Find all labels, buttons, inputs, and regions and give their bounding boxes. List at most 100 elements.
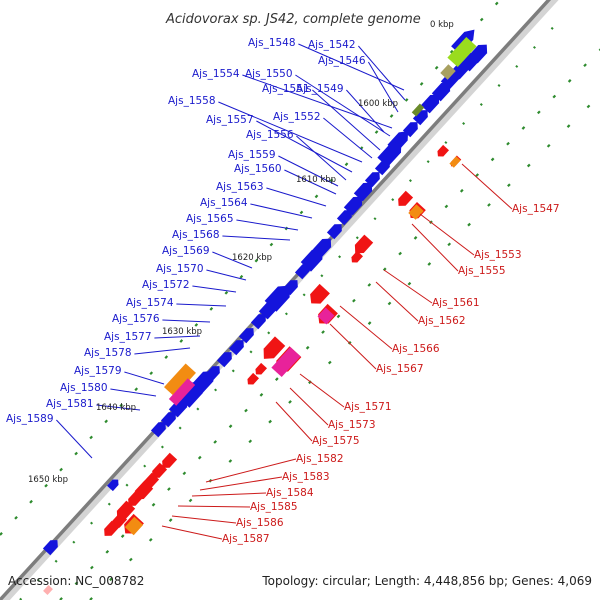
forward-gene-label[interactable]: Ajs_1554 [192,68,240,80]
reverse-leader-line [199,476,283,491]
forward-leader-line [176,303,227,307]
inner-track-tick [583,63,587,68]
reverse-gene-label[interactable]: Ajs_1561 [432,297,480,309]
rna-feature[interactable] [447,36,477,68]
reverse-gene-label[interactable]: Ajs_1587 [222,533,270,545]
far-track-tick [447,242,452,247]
reverse-gene-feature[interactable] [435,144,450,159]
reverse-gene-feature[interactable] [349,250,364,265]
forward-gene-label[interactable]: Ajs_1579 [74,365,122,377]
gene-labels: Ajs_1548 Ajs_1542 Ajs_1546 Ajs_1554 Ajs_1550… [6,37,560,545]
reverse-gene-feature[interactable] [149,462,168,482]
forward-gene-label[interactable]: Ajs_1577 [104,331,152,343]
pseudo-feature[interactable] [164,363,196,397]
misc-feature[interactable] [411,103,425,117]
pseudo-feature[interactable] [124,516,144,536]
misc-feature[interactable] [440,64,456,80]
reverse-gene-label[interactable]: Ajs_1553 [474,249,522,261]
pseudo-feature[interactable] [408,204,424,220]
inner-track-tick [151,502,156,507]
forward-gene-label[interactable]: Ajs_1558 [168,95,216,107]
forward-gene-label[interactable]: Ajs_1574 [126,297,174,309]
reverse-gene-label[interactable]: Ajs_1582 [296,453,344,465]
reverse-gene-feature[interactable] [259,336,286,363]
reverse-gene-label[interactable]: Ajs_1586 [236,517,284,529]
reverse-gene-label[interactable]: Ajs_1566 [392,343,440,355]
forward-gene-label[interactable]: Ajs_1550 [245,68,293,80]
forward-gene-label[interactable]: Ajs_1572 [142,279,190,291]
forward-gene-label[interactable]: Ajs_1557 [206,114,254,126]
mid-track-tick [143,464,147,468]
inner-track-tick [213,440,218,444]
forward-gene-feature[interactable] [420,91,443,114]
forward-gene-feature[interactable] [228,337,247,356]
mid-track-tick [214,388,218,392]
reverse-gene-label[interactable]: Ajs_1573 [328,419,376,431]
forward-gene-label[interactable]: Ajs_1563 [216,181,264,193]
forward-gene-label[interactable]: Ajs_1556 [246,129,294,141]
forward-gene-feature[interactable] [150,419,169,438]
reverse-gene-feature[interactable] [109,512,128,532]
reverse-gene-feature[interactable] [101,520,120,540]
reverse-gene-feature[interactable] [351,234,374,258]
reverse-gene-feature[interactable] [395,190,414,210]
reverse-gene-label[interactable]: Ajs_1571 [344,401,392,413]
pseudo-feature[interactable] [271,346,301,378]
reverse-gene-feature[interactable] [253,362,268,377]
pseudo-feature[interactable] [168,378,196,406]
forward-gene-feature[interactable] [250,311,269,330]
forward-gene-feature[interactable] [238,325,257,344]
forward-gene-label[interactable]: Ajs_1569 [162,245,210,257]
mid-track-tick [391,198,395,202]
forward-gene-feature[interactable] [216,349,235,368]
forward-gene-label[interactable]: Ajs_1568 [172,229,220,241]
reverse-gene-label[interactable]: Ajs_1567 [376,363,424,375]
reverse-gene-feature[interactable] [245,372,260,387]
reverse-gene-label[interactable]: Ajs_1562 [418,315,466,327]
reverse-gene-feature[interactable] [306,283,330,308]
reverse-gene-label[interactable]: Ajs_1555 [458,265,506,277]
reverse-gene-feature[interactable] [125,490,144,510]
outer-track-tick [104,419,109,424]
forward-gene-label[interactable]: Ajs_1549 [296,83,344,95]
forward-gene-label[interactable]: Ajs_1578 [84,347,132,359]
forward-gene-label[interactable]: Ajs_1581 [46,398,94,410]
misc-feature[interactable] [43,585,53,595]
forward-gene-feature[interactable] [106,477,121,492]
forward-gene-label[interactable]: Ajs_1589 [6,413,54,425]
forward-gene-label[interactable]: Ajs_1546 [318,55,366,67]
far-track-tick [427,262,432,266]
reverse-gene-label[interactable]: Ajs_1575 [312,435,360,447]
accession-text: Accession: NC_008782 [8,574,145,588]
forward-gene-label[interactable]: Ajs_1560 [234,163,282,175]
forward-gene-feature[interactable] [42,537,61,556]
forward-gene-label[interactable]: Ajs_1564 [200,197,248,209]
reverse-gene-label[interactable]: Ajs_1583 [282,471,330,483]
forward-gene-feature[interactable] [294,261,313,280]
forward-gene-label[interactable]: Ajs_1551 [262,83,310,95]
forward-gene-label[interactable]: Ajs_1576 [112,313,160,325]
reverse-gene-label[interactable]: Ajs_1585 [250,501,298,513]
forward-gene-label[interactable]: Ajs_1548 [248,37,296,49]
forward-gene-label[interactable]: Ajs_1570 [156,263,204,275]
forward-gene-feature[interactable] [353,179,376,202]
forward-gene-feature[interactable] [336,207,355,226]
reverse-gene-label[interactable]: Ajs_1584 [266,487,314,499]
forward-gene-feature[interactable] [374,157,393,176]
forward-gene-label[interactable]: Ajs_1542 [308,39,356,51]
forward-leader-line [162,319,211,323]
pseudo-feature[interactable] [317,307,335,325]
inner-track-tick [274,377,279,381]
forward-gene-label[interactable]: Ajs_1559 [228,149,276,161]
forward-gene-label[interactable]: Ajs_1565 [186,213,234,225]
outer-track-tick [419,82,424,86]
reverse-leader-line [339,305,393,350]
forward-gene-feature[interactable] [412,107,431,126]
forward-gene-label[interactable]: Ajs_1580 [60,382,108,394]
forward-gene-feature[interactable] [326,221,345,240]
forward-gene-label[interactable]: Ajs_1552 [273,111,321,123]
forward-leader-line [218,101,363,163]
reverse-gene-label[interactable]: Ajs_1547 [512,203,560,215]
reverse-gene-feature[interactable] [159,452,178,472]
pseudo-feature[interactable] [449,156,461,168]
